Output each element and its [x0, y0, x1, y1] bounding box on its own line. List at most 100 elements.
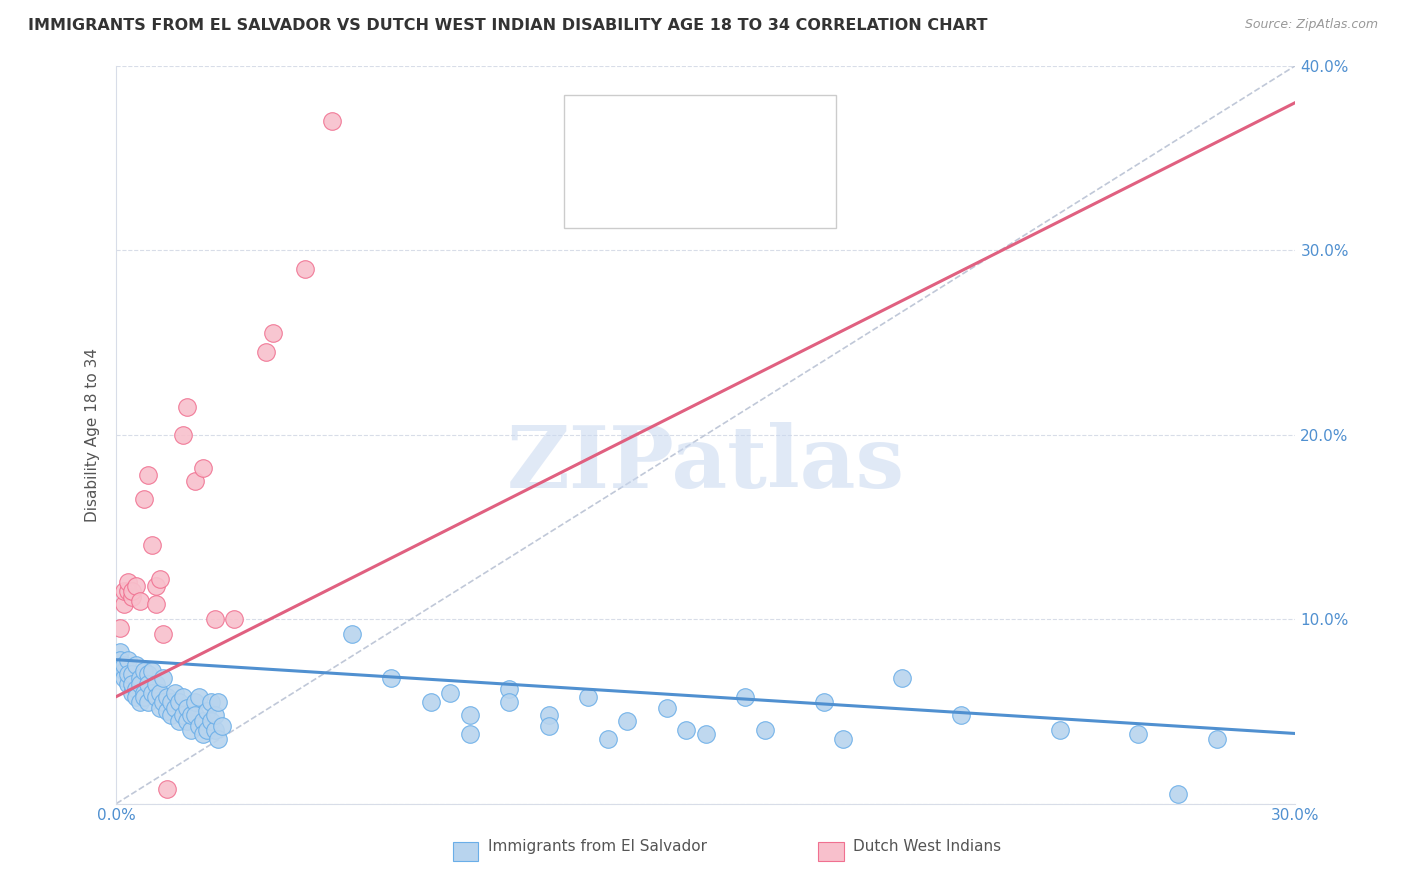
Point [132, 690, 155, 704]
Point [695, 726, 717, 740]
Point [125, 658, 148, 673]
Point [165, 700, 187, 714]
Point [204, 612, 226, 626]
Point [950, 708, 973, 723]
Point [112, 598, 135, 612]
Point [176, 400, 198, 414]
Point [498, 695, 520, 709]
Point [655, 700, 678, 714]
Text: Immigrants from El Salvador: Immigrants from El Salvador [488, 839, 707, 855]
Point [211, 719, 233, 733]
Point [152, 671, 174, 685]
Text: Dutch West Indians: Dutch West Indians [853, 839, 1001, 855]
Point [148, 572, 170, 586]
Point [112, 671, 135, 685]
Point [160, 708, 183, 723]
Point [145, 579, 167, 593]
Point [195, 704, 218, 718]
Point [125, 690, 148, 704]
Point [813, 695, 835, 709]
Point [112, 664, 135, 678]
Point [117, 667, 139, 681]
Point [207, 695, 229, 709]
Point [145, 676, 167, 690]
Point [191, 714, 214, 728]
Point [125, 579, 148, 593]
Point [204, 723, 226, 737]
Point [112, 584, 135, 599]
Point [340, 627, 363, 641]
Point [128, 676, 150, 690]
Point [117, 575, 139, 590]
Point [160, 695, 183, 709]
Point [180, 723, 202, 737]
Point [200, 695, 222, 709]
Point [1128, 726, 1150, 740]
Point [141, 664, 163, 678]
Point [136, 695, 159, 709]
Point [1167, 788, 1189, 802]
Point [148, 686, 170, 700]
Point [132, 492, 155, 507]
Text: Source: ZipAtlas.com: Source: ZipAtlas.com [1244, 18, 1378, 31]
Point [380, 671, 402, 685]
Point [108, 645, 131, 659]
Point [254, 344, 277, 359]
Point [112, 658, 135, 673]
Point [419, 695, 441, 709]
Point [172, 708, 194, 723]
Point [165, 686, 187, 700]
Point [458, 726, 481, 740]
Point [141, 538, 163, 552]
Point [148, 700, 170, 714]
Text: IMMIGRANTS FROM EL SALVADOR VS DUTCH WEST INDIAN DISABILITY AGE 18 TO 34 CORRELA: IMMIGRANTS FROM EL SALVADOR VS DUTCH WES… [28, 18, 987, 33]
Point [734, 690, 756, 704]
Point [152, 695, 174, 709]
Point [176, 714, 198, 728]
Point [117, 676, 139, 690]
Point [128, 695, 150, 709]
Point [136, 468, 159, 483]
Point [167, 695, 190, 709]
Point [184, 708, 207, 723]
Point [195, 723, 218, 737]
Point [537, 708, 560, 723]
Point [537, 719, 560, 733]
Point [141, 686, 163, 700]
Point [121, 676, 143, 690]
Point [152, 627, 174, 641]
Point [180, 708, 202, 723]
Point [128, 671, 150, 685]
Point [187, 690, 209, 704]
Point [167, 714, 190, 728]
Point [121, 590, 143, 604]
Point [136, 676, 159, 690]
Point [176, 700, 198, 714]
Point [1205, 732, 1227, 747]
Point [891, 671, 914, 685]
Point [172, 427, 194, 442]
Point [832, 732, 855, 747]
Point [458, 708, 481, 723]
Point [125, 682, 148, 697]
Point [121, 667, 143, 681]
Point [1049, 723, 1071, 737]
Point [321, 114, 343, 128]
Point [675, 723, 697, 737]
Point [187, 719, 209, 733]
Point [108, 653, 131, 667]
Point [191, 726, 214, 740]
Point [172, 690, 194, 704]
Point [128, 593, 150, 607]
Point [184, 474, 207, 488]
Point [207, 732, 229, 747]
Point [145, 598, 167, 612]
Point [145, 690, 167, 704]
Point [616, 714, 638, 728]
Point [117, 653, 139, 667]
Point [136, 667, 159, 681]
Y-axis label: Disability Age 18 to 34: Disability Age 18 to 34 [86, 348, 100, 522]
Point [117, 584, 139, 599]
Point [191, 460, 214, 475]
Point [224, 612, 246, 626]
